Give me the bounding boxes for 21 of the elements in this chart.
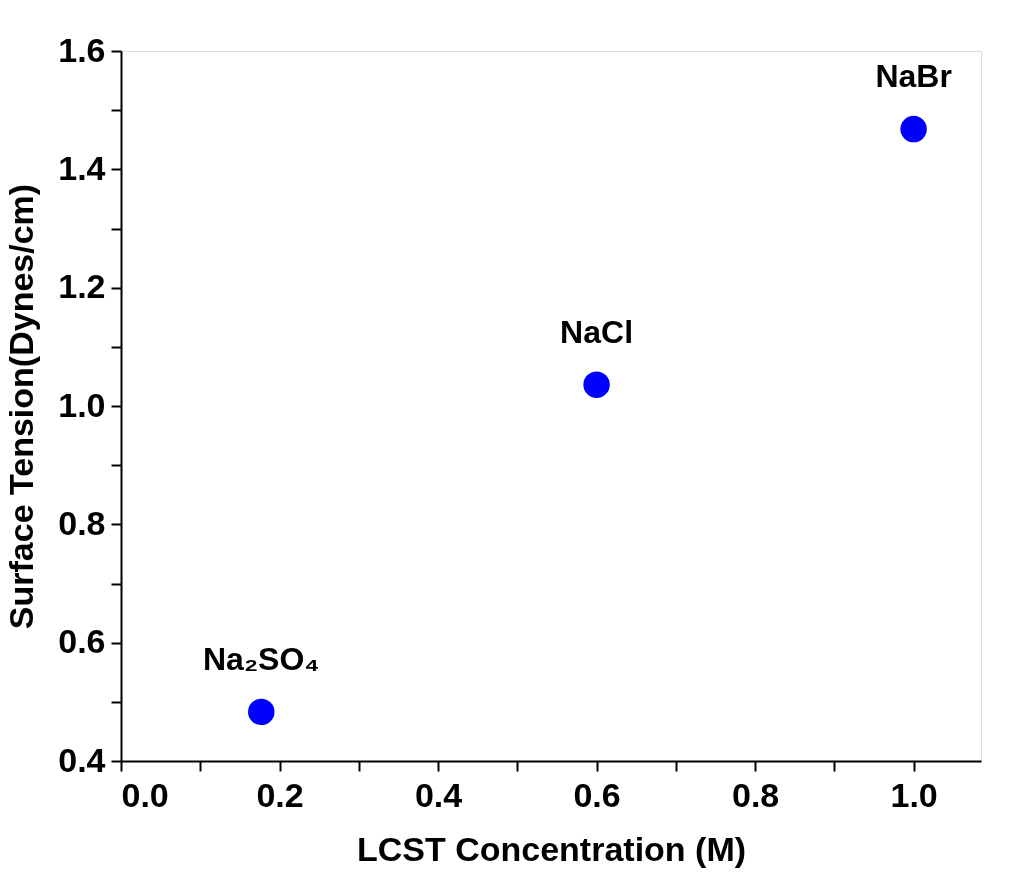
x-tick-label: 1.0 [890,775,938,814]
x-tick-label: 0.0 [121,775,169,814]
y-tick-label: 1.4 [58,148,106,187]
y-tick-label: 1.6 [58,30,106,69]
y-tick-label: 0.6 [58,622,106,661]
annotation: Na₂SO₄ [202,640,320,677]
x-tick-label: 0.4 [414,775,463,814]
x-tick-label: 0.6 [573,775,621,814]
point [900,115,927,143]
x-tick-label: 0.8 [731,775,780,814]
y-tick-label: 0.4 [58,740,106,779]
point [583,371,610,398]
x-tick-label: 0.2 [256,775,304,814]
point [248,698,275,726]
y-tick-label: 1.0 [58,385,106,424]
y-tick-label: 1.2 [58,267,106,306]
y-axis-title: Surface Tension(Dynes/cm) [2,183,41,630]
annotation: NaCl [560,313,634,350]
y-tick-label: 0.8 [58,503,106,542]
x-axis-title: LCST Concentration (M) [356,829,747,868]
annotation: NaBr [875,58,952,95]
